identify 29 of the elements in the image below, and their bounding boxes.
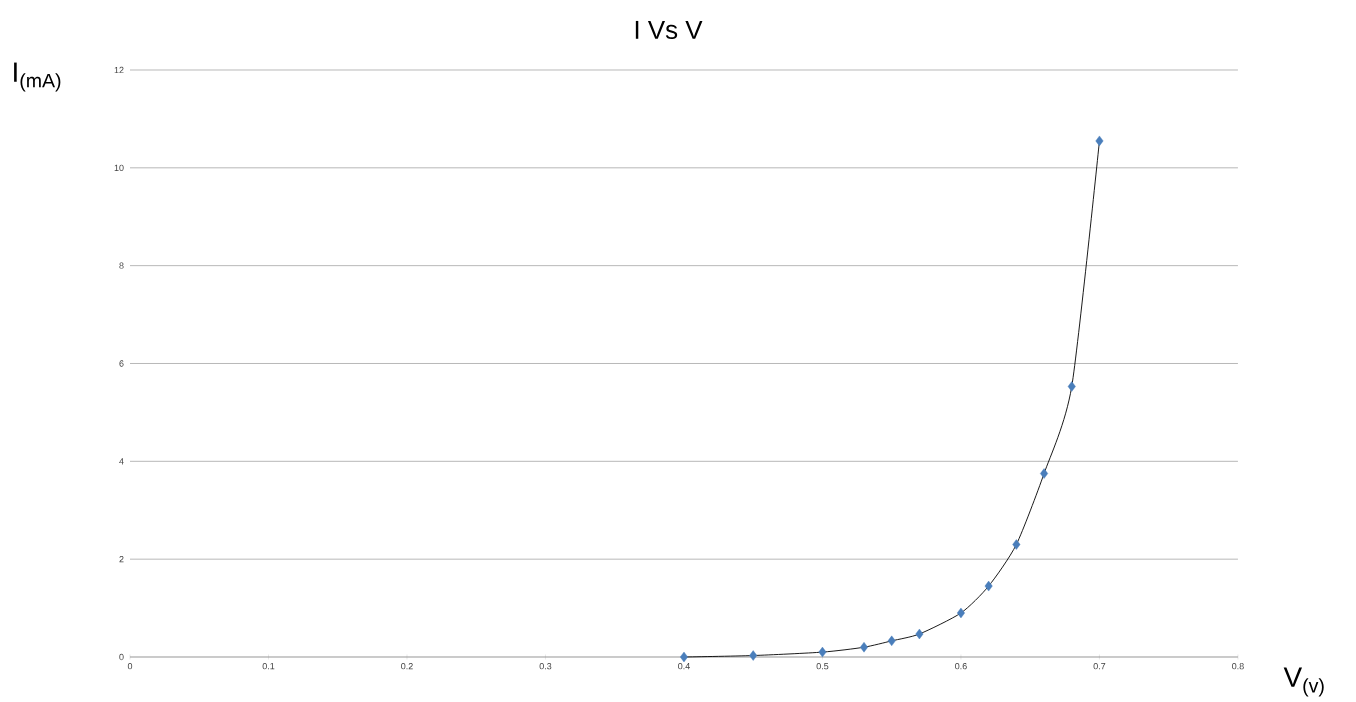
x-tick-label: 0.1: [262, 663, 275, 670]
point: [1067, 381, 1076, 392]
y-axis-title: I$_{(mA)}$: [14, 62, 61, 92]
point: [1040, 468, 1048, 479]
x-tick-label: 0.5: [816, 663, 829, 670]
x-tick-label: 0: [127, 663, 133, 670]
x-tick-label: 0.2: [401, 663, 413, 670]
y-tick-label: 8: [119, 262, 124, 269]
x-tick-label: 0.3: [539, 663, 552, 670]
point: [818, 646, 827, 658]
y-tick-label: 4: [119, 458, 124, 465]
point: [860, 642, 868, 653]
point: [915, 628, 924, 640]
point: [887, 635, 896, 647]
chart-title: I Vs V: [635, 20, 703, 40]
y-tick-label: 2: [119, 556, 124, 563]
x-tick-label: 0.4: [678, 663, 690, 670]
point: [1012, 539, 1021, 550]
y-tick-label: 0: [119, 653, 124, 661]
x-axis-title: V$_{(v)}$: [1283, 667, 1324, 697]
point: [1095, 135, 1104, 147]
x-tick-label: 0.6: [955, 663, 967, 670]
x-tick-label: 0.8: [1232, 663, 1244, 670]
y-tick-label: 10: [114, 164, 124, 171]
point: [749, 650, 758, 661]
point: [984, 580, 993, 592]
y-tick-label: 6: [119, 360, 124, 367]
x-tick-label: 0.7: [1093, 663, 1106, 670]
y-tick-label: 12: [114, 66, 124, 74]
